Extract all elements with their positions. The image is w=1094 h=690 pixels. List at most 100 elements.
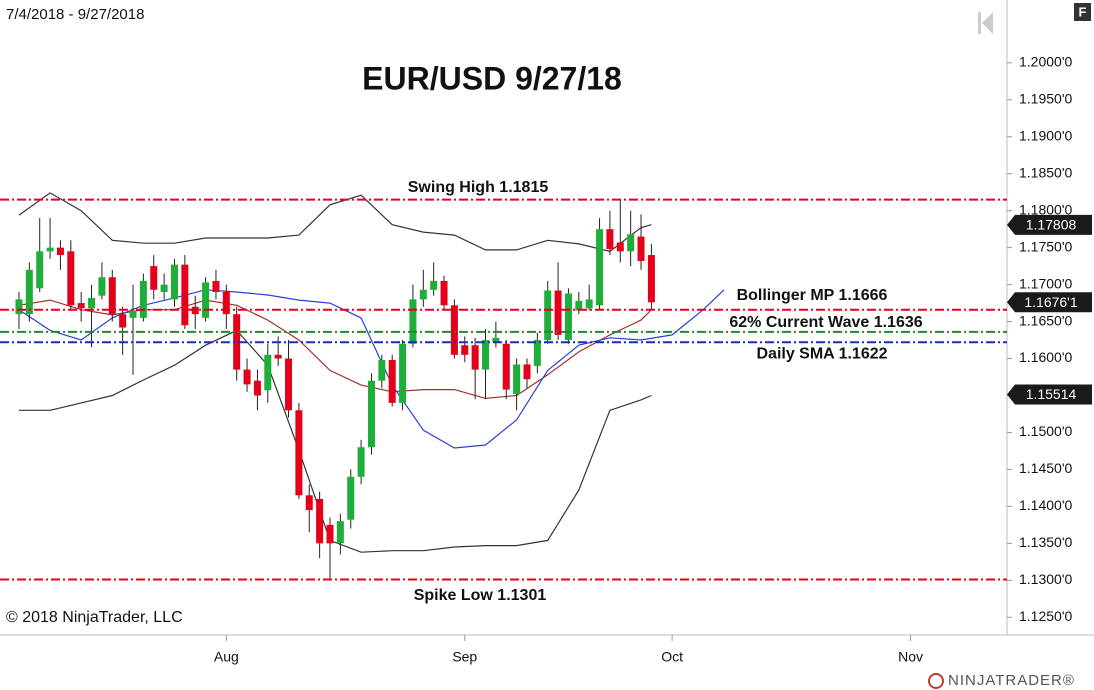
y-tick-label: 1.1250'0 [1019,608,1072,624]
copyright: © 2018 NinjaTrader, LLC [6,609,183,626]
candle-body [347,476,355,520]
icon-box[interactable] [1074,3,1091,21]
candle-body [419,289,427,300]
candle-body [25,269,33,315]
candle-body [523,364,531,380]
candle-body [253,380,261,396]
candle-body [430,280,438,290]
x-tick-label: Sep [452,649,477,665]
candle-body [108,277,116,315]
logo-mark [928,673,944,689]
y-tick-label: 1.1500'0 [1019,423,1072,439]
y-tick-label: 1.1450'0 [1019,460,1072,476]
price-tag-label: 1.17808 [1026,217,1077,233]
candle-body [305,495,313,511]
candle-body [212,280,220,292]
candle-body [170,264,178,300]
candle-body [139,280,147,318]
playback-icon[interactable] [978,12,993,34]
y-tick-label: 1.1350'0 [1019,534,1072,550]
candle-body [160,284,168,292]
y-tick-label: 1.1900'0 [1019,127,1072,143]
candle-body [585,299,593,309]
candle-body [378,360,386,381]
candle-body [637,236,645,261]
candle-body [513,364,521,395]
y-tick-label: 1.1700'0 [1019,275,1072,291]
candle-body [596,229,604,306]
candle-body [606,229,614,250]
candle-body [222,291,230,315]
level-label: Swing High 1.1815 [408,179,549,196]
price-tag [1007,292,1092,313]
candle-body [119,314,127,328]
y-tick-label: 1.1300'0 [1019,571,1072,587]
candle-body [77,303,85,309]
candle-body [36,251,44,289]
y-tick-label: 1.1950'0 [1019,90,1072,106]
candle-body [88,297,96,309]
logo: NINJATRADER® [948,672,1075,689]
candle-body [98,277,106,296]
candle-body [627,234,635,252]
candle-body [56,247,64,256]
candle-body [233,314,241,370]
candle-body [274,354,282,359]
candle-body [564,293,572,341]
candle-body [357,447,365,477]
candle-body [336,521,344,544]
y-tick-label: 1.1400'0 [1019,497,1072,513]
candle-body [554,290,562,335]
candle-body [264,354,272,391]
y-tick-label: 1.2000'0 [1019,54,1072,70]
level-label: Daily SMA 1.1622 [756,345,887,362]
candle-body [285,358,293,411]
candle-body [15,299,23,315]
candle-body [181,264,189,326]
candle-body [544,290,552,341]
candle-body [492,337,500,343]
level-label: Bollinger MP 1.1666 [737,287,888,304]
indicator-line [18,192,652,252]
candle-body [129,310,137,318]
candle-body [326,524,334,544]
price-tag [1007,384,1092,405]
candle-body [502,343,510,390]
x-tick-label: Aug [214,649,239,665]
price-tag-label: 1.1676'1 [1024,294,1077,310]
x-tick-label: Nov [898,649,923,665]
level-label: 62% Current Wave 1.1636 [729,314,922,331]
candle-body [647,255,655,303]
candle-body [440,280,448,306]
candle-body [471,345,479,370]
y-tick-label: 1.1750'0 [1019,238,1072,254]
candle-body [295,410,303,496]
candle-body [150,266,158,290]
candle-body [316,498,324,544]
candle-body [388,360,396,403]
indicator-line [19,329,652,553]
chart-title: EUR/USD 9/27/18 [362,60,622,96]
price-tag-label: 1.15514 [1026,386,1077,402]
candle-body [202,282,210,318]
icon-bar [978,12,981,34]
y-tick-label: 1.1600'0 [1019,349,1072,365]
indicator-line [18,289,725,449]
level-label: Spike Low 1.1301 [414,587,547,604]
candle-body [616,242,624,252]
date-range: 7/4/2018 - 9/27/2018 [6,6,144,23]
candle-body [399,343,407,403]
candle-body [575,300,583,311]
icon-arrow [982,12,993,34]
icon-label: F [1079,4,1087,19]
candle-body [482,340,490,370]
indicator-line [18,299,652,400]
candle-body [409,299,417,344]
candle-body [46,247,54,252]
candle-body [450,305,458,355]
candle-body [367,380,375,448]
candle-body [243,369,251,385]
candle-body [461,345,469,355]
candle-body [67,251,75,306]
